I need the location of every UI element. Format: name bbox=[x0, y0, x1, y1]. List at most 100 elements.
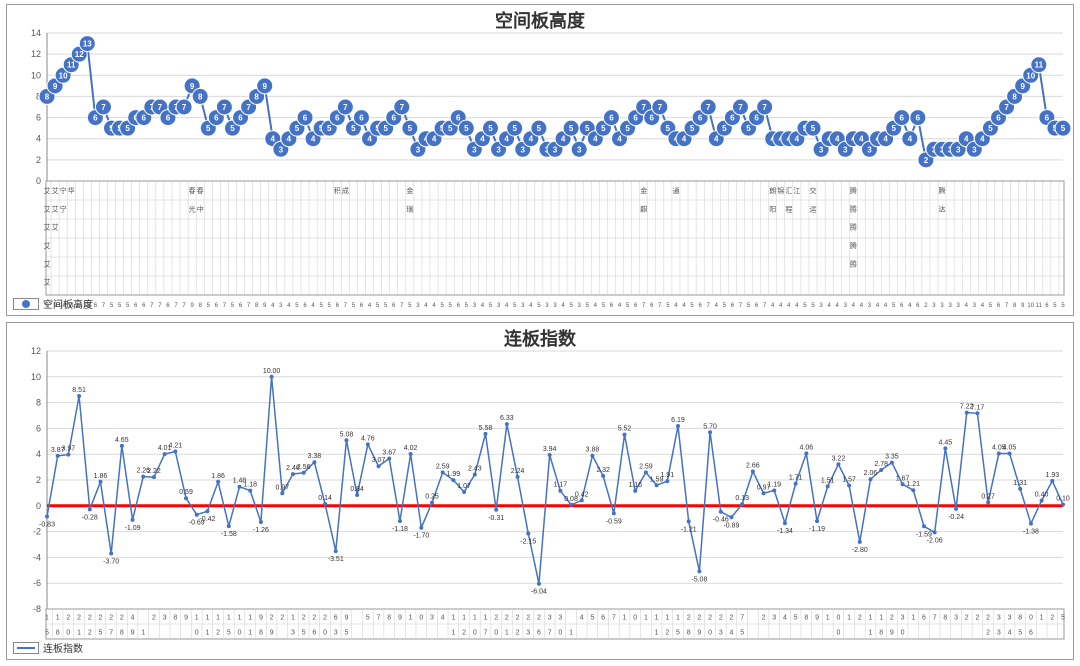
svg-text:-5.08: -5.08 bbox=[691, 576, 707, 583]
svg-text:腾: 腾 bbox=[850, 241, 857, 250]
svg-text:春: 春 bbox=[189, 186, 196, 195]
svg-text:4: 4 bbox=[529, 135, 534, 144]
svg-text:1: 1 bbox=[505, 630, 509, 637]
svg-text:5: 5 bbox=[383, 124, 388, 133]
svg-text:2: 2 bbox=[516, 615, 520, 622]
svg-text:7: 7 bbox=[1004, 103, 1009, 112]
svg-text:8: 8 bbox=[1018, 615, 1022, 622]
svg-text:6: 6 bbox=[238, 114, 243, 123]
svg-text:5: 5 bbox=[569, 124, 574, 133]
svg-text:3: 3 bbox=[997, 615, 1001, 622]
svg-text:2: 2 bbox=[708, 615, 712, 622]
chart2-plot: -8-6-4-2024681012-0.833.873.978.51-0.281… bbox=[7, 323, 1073, 657]
svg-text:4: 4 bbox=[1008, 630, 1012, 637]
svg-text:1: 1 bbox=[665, 615, 669, 622]
svg-text:5: 5 bbox=[489, 303, 493, 309]
svg-text:3: 3 bbox=[972, 145, 977, 154]
svg-text:1.16: 1.16 bbox=[628, 482, 642, 489]
svg-text:3: 3 bbox=[901, 615, 905, 622]
svg-text:5: 5 bbox=[569, 303, 573, 309]
svg-text:3.35: 3.35 bbox=[885, 454, 899, 461]
svg-text:-2.15: -2.15 bbox=[520, 539, 536, 546]
svg-text:2: 2 bbox=[537, 615, 541, 622]
svg-text:7: 7 bbox=[223, 303, 227, 309]
svg-text:6: 6 bbox=[650, 303, 654, 309]
svg-text:11: 11 bbox=[1036, 303, 1043, 309]
svg-text:3: 3 bbox=[279, 145, 284, 154]
svg-text:3: 3 bbox=[472, 145, 477, 154]
svg-text:4: 4 bbox=[594, 303, 598, 309]
svg-text:0.42: 0.42 bbox=[575, 491, 589, 498]
svg-text:腾: 腾 bbox=[850, 204, 857, 213]
svg-text:6: 6 bbox=[36, 113, 41, 123]
svg-text:8: 8 bbox=[198, 92, 203, 101]
svg-text:0: 0 bbox=[633, 615, 637, 622]
svg-text:7: 7 bbox=[247, 303, 251, 309]
svg-text:5: 5 bbox=[344, 630, 348, 637]
svg-text:1: 1 bbox=[56, 615, 60, 622]
svg-text:0: 0 bbox=[66, 630, 70, 637]
svg-text:7: 7 bbox=[102, 303, 106, 309]
svg-text:7: 7 bbox=[182, 103, 187, 112]
svg-text:5: 5 bbox=[601, 124, 606, 133]
svg-text:艾: 艾 bbox=[44, 187, 51, 195]
svg-text:3: 3 bbox=[954, 615, 958, 622]
svg-text:8: 8 bbox=[259, 630, 263, 637]
svg-text:7: 7 bbox=[762, 103, 767, 112]
svg-text:1: 1 bbox=[869, 615, 873, 622]
svg-text:9: 9 bbox=[259, 615, 263, 622]
svg-text:腾: 腾 bbox=[939, 186, 946, 195]
svg-text:4.02: 4.02 bbox=[404, 445, 418, 452]
svg-text:4: 4 bbox=[674, 303, 678, 309]
svg-text:-1.18: -1.18 bbox=[392, 526, 408, 533]
svg-text:1.17: 1.17 bbox=[554, 482, 568, 489]
svg-text:6: 6 bbox=[142, 114, 147, 123]
svg-text:5: 5 bbox=[512, 124, 517, 133]
svg-text:2: 2 bbox=[323, 615, 327, 622]
svg-text:5: 5 bbox=[207, 303, 211, 309]
svg-text:6: 6 bbox=[755, 303, 759, 309]
svg-text:2: 2 bbox=[516, 630, 520, 637]
svg-text:3: 3 bbox=[843, 145, 848, 154]
svg-text:11: 11 bbox=[67, 61, 76, 70]
svg-text:积: 积 bbox=[334, 186, 341, 195]
svg-text:0: 0 bbox=[36, 501, 41, 511]
chart1-legend-marker bbox=[22, 300, 30, 308]
svg-text:7: 7 bbox=[400, 103, 405, 112]
chart1-legend-label: 空间板高度 bbox=[43, 296, 93, 311]
svg-text:1: 1 bbox=[248, 630, 252, 637]
svg-text:3: 3 bbox=[719, 630, 723, 637]
svg-text:6: 6 bbox=[456, 114, 461, 123]
svg-text:1: 1 bbox=[826, 615, 830, 622]
svg-text:2: 2 bbox=[890, 615, 894, 622]
svg-text:3: 3 bbox=[868, 303, 872, 309]
svg-text:5: 5 bbox=[206, 124, 211, 133]
svg-text:6: 6 bbox=[698, 114, 703, 123]
svg-text:1.21: 1.21 bbox=[906, 481, 920, 488]
svg-text:3: 3 bbox=[163, 615, 167, 622]
svg-text:3.38: 3.38 bbox=[308, 453, 322, 460]
svg-text:4: 4 bbox=[980, 135, 985, 144]
svg-text:3: 3 bbox=[973, 303, 977, 309]
svg-text:7: 7 bbox=[706, 103, 711, 112]
svg-text:6: 6 bbox=[94, 303, 98, 309]
svg-text:5: 5 bbox=[590, 615, 594, 622]
svg-text:3: 3 bbox=[932, 303, 936, 309]
svg-text:3: 3 bbox=[334, 630, 338, 637]
svg-text:4: 4 bbox=[432, 303, 436, 309]
svg-text:6: 6 bbox=[698, 303, 702, 309]
svg-text:5: 5 bbox=[319, 303, 323, 309]
svg-text:5: 5 bbox=[99, 630, 103, 637]
svg-text:7: 7 bbox=[1005, 303, 1009, 309]
svg-text:3: 3 bbox=[553, 303, 557, 309]
svg-text:江: 江 bbox=[793, 187, 800, 195]
svg-text:3: 3 bbox=[940, 303, 944, 309]
svg-text:4: 4 bbox=[714, 135, 719, 144]
svg-text:-1.26: -1.26 bbox=[253, 527, 269, 534]
svg-text:6: 6 bbox=[754, 114, 759, 123]
svg-text:6: 6 bbox=[922, 615, 926, 622]
svg-text:6: 6 bbox=[303, 114, 308, 123]
svg-text:麒: 麒 bbox=[640, 204, 647, 213]
svg-text:7: 7 bbox=[658, 303, 662, 309]
svg-text:-0.59: -0.59 bbox=[606, 518, 622, 525]
